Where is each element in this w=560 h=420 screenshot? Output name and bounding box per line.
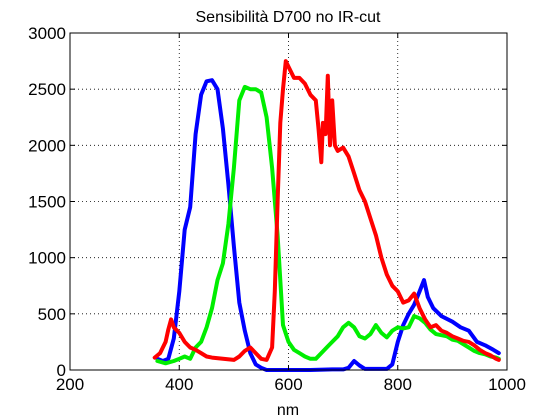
y-tick-label: 1500 (28, 193, 66, 212)
x-tick-label: 600 (274, 375, 302, 394)
axes: 200 400 600 800 1000 0 500 1000 1500 2000 2500 3000 (28, 24, 526, 394)
x-tick-label: 200 (56, 375, 84, 394)
x-axis-label: nm (277, 402, 299, 419)
y-tick-label: 2500 (28, 80, 66, 99)
series-layer (152, 59, 501, 372)
y-tick-label: 3000 (28, 24, 66, 43)
grid (70, 33, 507, 370)
series-line-2 (152, 59, 501, 362)
x-tick-label: 400 (165, 375, 193, 394)
y-tick-label: 500 (38, 305, 66, 324)
series-line-1 (155, 84, 501, 366)
y-tick-label: 1000 (28, 249, 66, 268)
x-tick-label: 800 (384, 375, 412, 394)
series-line-0 (155, 78, 501, 372)
y-tick-label: 2000 (28, 136, 66, 155)
y-tick-label: 0 (57, 361, 66, 380)
x-tick-label: 1000 (488, 375, 526, 394)
chart-title: Sensibilità D700 no IR-cut (196, 9, 382, 26)
